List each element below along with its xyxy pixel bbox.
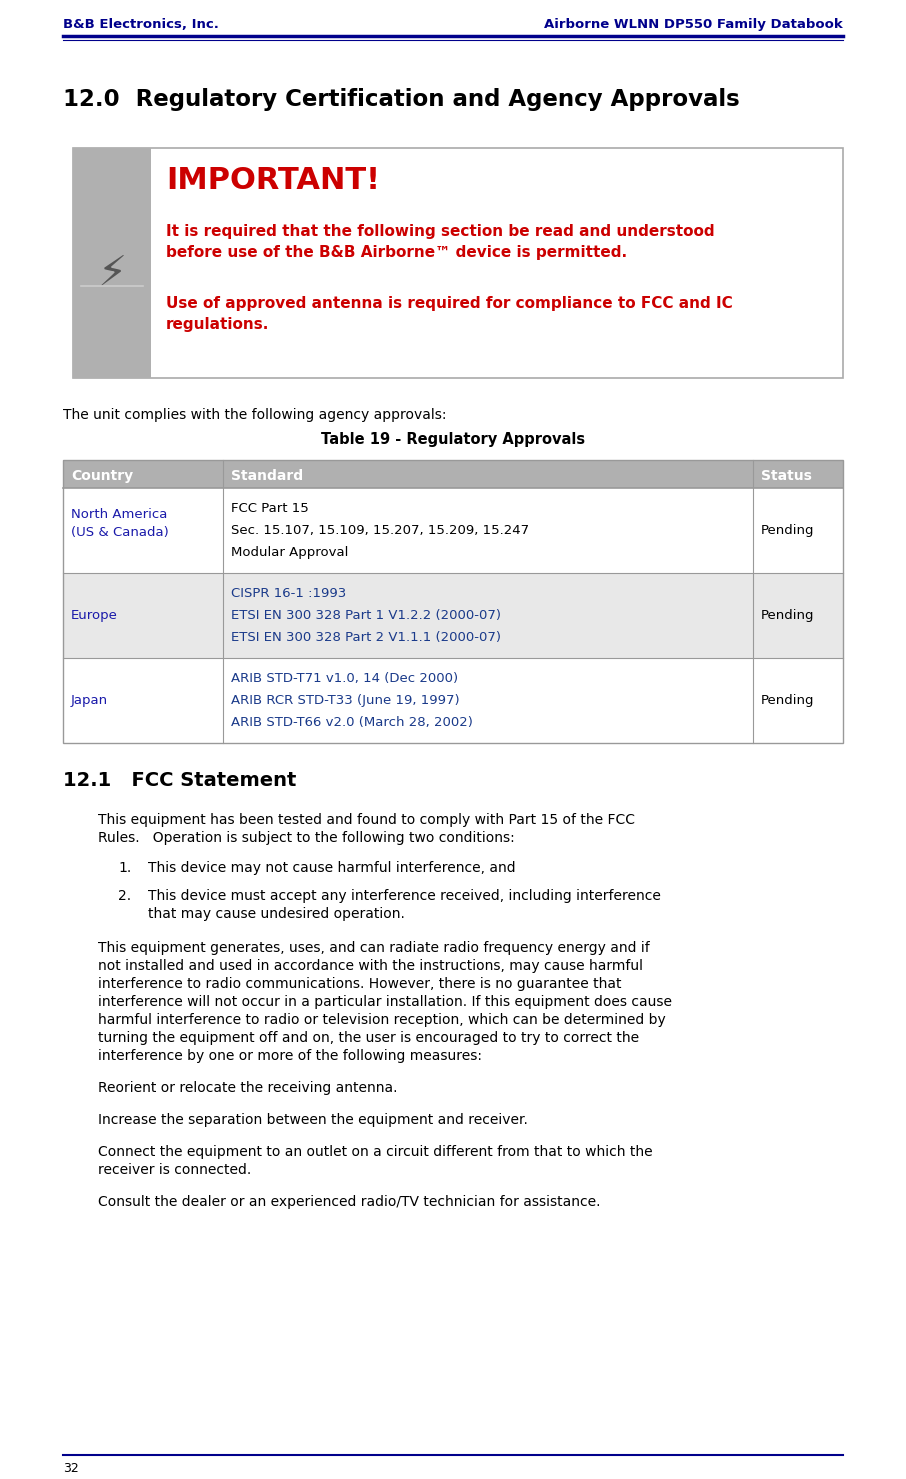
Bar	[63, 460, 843, 742]
Text: Table 19 - Regulatory Approvals: Table 19 - Regulatory Approvals	[321, 432, 585, 447]
Text: Increase the separation between the equipment and receiver.: Increase the separation between the equi…	[98, 1114, 528, 1127]
Text: Pending: Pending	[761, 524, 814, 537]
Text: Consult the dealer or an experienced radio/TV technician for assistance.: Consult the dealer or an experienced rad…	[98, 1195, 601, 1208]
Text: 1.: 1.	[118, 861, 131, 876]
Text: North America
(US & Canada): North America (US & Canada)	[71, 507, 169, 538]
Text: Modular Approval: Modular Approval	[231, 546, 349, 559]
Text: Status: Status	[761, 469, 812, 484]
Text: Sec. 15.107, 15.109, 15.207, 15.209, 15.247: Sec. 15.107, 15.109, 15.207, 15.209, 15.…	[231, 524, 529, 537]
Text: ARIB STD-T66 v2.0 (March 28, 2002): ARIB STD-T66 v2.0 (March 28, 2002)	[231, 716, 473, 729]
Text: not installed and used in accordance with the instructions, may cause harmful: not installed and used in accordance wit…	[98, 958, 643, 973]
Text: 12.1   FCC Statement: 12.1 FCC Statement	[63, 771, 296, 790]
Text: Standard: Standard	[231, 469, 304, 484]
Text: Connect the equipment to an outlet on a circuit different from that to which the: Connect the equipment to an outlet on a …	[98, 1145, 652, 1160]
Text: The unit complies with the following agency approvals:: The unit complies with the following age…	[63, 408, 447, 422]
Text: Japan: Japan	[71, 694, 108, 707]
Text: IMPORTANT!: IMPORTANT!	[166, 166, 380, 195]
Text: 2.: 2.	[118, 889, 131, 904]
Text: Airborne WLNN DP550 Family Databook: Airborne WLNN DP550 Family Databook	[545, 18, 843, 31]
Bar	[63, 488, 843, 572]
Text: Use of approved antenna is required for compliance to FCC and IC
regulations.: Use of approved antenna is required for …	[166, 296, 733, 331]
Text: CISPR 16-1 :1993: CISPR 16-1 :1993	[231, 587, 346, 600]
Text: interference to radio communications. However, there is no guarantee that: interference to radio communications. Ho…	[98, 978, 622, 991]
Text: interference will not occur in a particular installation. If this equipment does: interference will not occur in a particu…	[98, 995, 672, 1009]
Text: This equipment has been tested and found to comply with Part 15 of the FCC: This equipment has been tested and found…	[98, 813, 635, 827]
Text: receiver is connected.: receiver is connected.	[98, 1162, 251, 1177]
Text: 32: 32	[63, 1463, 79, 1475]
Text: Europe: Europe	[71, 609, 118, 623]
Bar	[63, 572, 843, 658]
Text: This device may not cause harmful interference, and: This device may not cause harmful interf…	[148, 861, 516, 876]
Text: ARIB RCR STD-T33 (June 19, 1997): ARIB RCR STD-T33 (June 19, 1997)	[231, 694, 459, 707]
Text: turning the equipment off and on, the user is encouraged to try to correct the: turning the equipment off and on, the us…	[98, 1031, 639, 1046]
Bar	[63, 460, 843, 488]
Text: B&B Electronics, Inc.: B&B Electronics, Inc.	[63, 18, 219, 31]
Text: 12.0  Regulatory Certification and Agency Approvals: 12.0 Regulatory Certification and Agency…	[63, 87, 740, 111]
Text: harmful interference to radio or television reception, which can be determined b: harmful interference to radio or televis…	[98, 1013, 666, 1026]
Text: ETSI EN 300 328 Part 1 V1.2.2 (2000-07): ETSI EN 300 328 Part 1 V1.2.2 (2000-07)	[231, 609, 501, 623]
Text: This equipment generates, uses, and can radiate radio frequency energy and if: This equipment generates, uses, and can …	[98, 941, 650, 955]
Text: This device must accept any interference received, including interference: This device must accept any interference…	[148, 889, 660, 904]
Bar	[73, 148, 151, 379]
Text: that may cause undesired operation.: that may cause undesired operation.	[148, 907, 405, 921]
Text: Reorient or relocate the receiving antenna.: Reorient or relocate the receiving anten…	[98, 1081, 398, 1094]
Bar	[63, 658, 843, 742]
Text: Country: Country	[71, 469, 133, 484]
Text: Pending: Pending	[761, 609, 814, 623]
Text: interference by one or more of the following measures:: interference by one or more of the follo…	[98, 1049, 482, 1063]
Text: It is required that the following section be read and understood
before use of t: It is required that the following sectio…	[166, 223, 715, 260]
Text: ARIB STD-T71 v1.0, 14 (Dec 2000): ARIB STD-T71 v1.0, 14 (Dec 2000)	[231, 671, 458, 685]
Text: Rules.   Operation is subject to the following two conditions:: Rules. Operation is subject to the follo…	[98, 831, 515, 845]
Text: ETSI EN 300 328 Part 2 V1.1.1 (2000-07): ETSI EN 300 328 Part 2 V1.1.1 (2000-07)	[231, 632, 501, 643]
Text: ⚡: ⚡	[97, 251, 127, 294]
Text: Pending: Pending	[761, 694, 814, 707]
Bar	[73, 148, 843, 379]
Text: FCC Part 15: FCC Part 15	[231, 501, 309, 515]
